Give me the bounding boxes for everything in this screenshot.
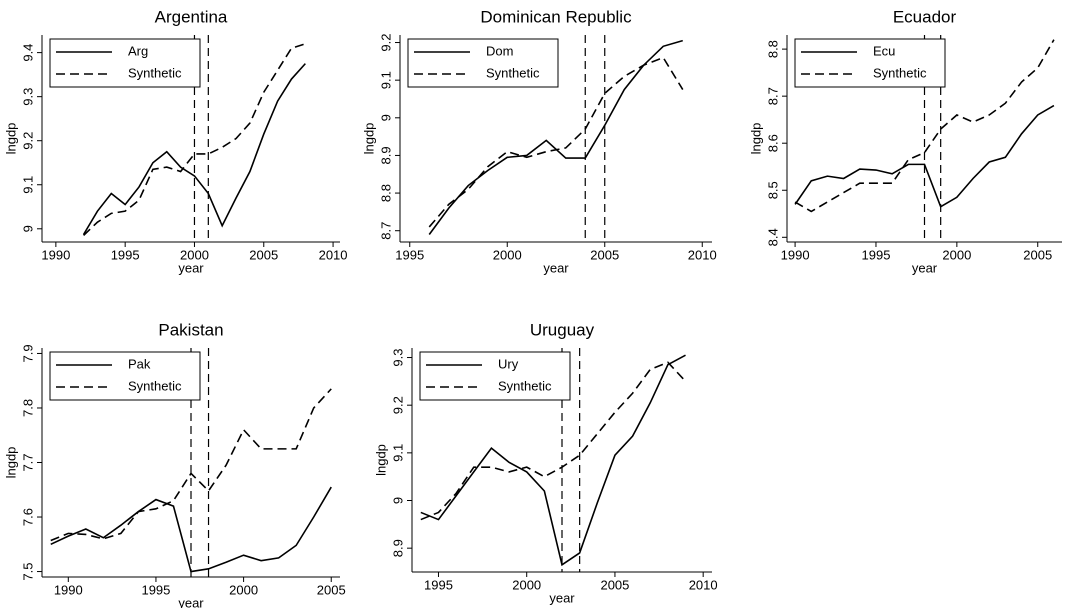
x-tick-label: 1995 — [395, 247, 424, 262]
x-tick-label: 1990 — [41, 247, 70, 262]
legend-box — [419, 351, 571, 401]
legend: Ecu Synthetic — [794, 38, 946, 88]
x-tick-label: 1995 — [111, 247, 140, 262]
y-axis-label: lngdp — [373, 444, 388, 476]
y-tick-label: 9.3 — [390, 348, 405, 366]
series-line — [50, 388, 332, 542]
chart-title: Pakistan — [158, 320, 223, 339]
y-tick-label: 9.1 — [20, 176, 35, 194]
chart-title: Argentina — [155, 7, 228, 26]
x-axis-label: year — [178, 595, 204, 608]
y-axis-label: lngdp — [3, 447, 18, 479]
x-tick-label: 1995 — [141, 582, 170, 597]
legend-label: Pak — [128, 356, 151, 371]
x-tick-label: 2000 — [942, 247, 971, 262]
chart-title: Ecuador — [893, 7, 957, 26]
chart-title: Dominican Republic — [480, 7, 632, 26]
legend-label: Dom — [486, 43, 513, 58]
x-tick-label: 1990 — [781, 247, 810, 262]
legend-label: Arg — [128, 43, 148, 58]
series-line — [50, 486, 332, 573]
y-tick-label: 8.5 — [765, 181, 780, 199]
y-tick-label: 8.9 — [378, 146, 393, 164]
y-tick-label: 8.9 — [390, 539, 405, 557]
x-axis-label: year — [912, 260, 938, 275]
legend: Ury Synthetic — [419, 351, 571, 401]
x-tick-label: 1995 — [862, 247, 891, 262]
x-tick-label: 2000 — [180, 247, 209, 262]
y-axis-label: lngdp — [361, 123, 376, 155]
legend-label: Synthetic — [873, 65, 927, 80]
y-tick-label: 9.4 — [20, 44, 35, 62]
y-tick-label: 9.1 — [378, 71, 393, 89]
y-tick-label: 9.1 — [390, 444, 405, 462]
x-tick-label: 2000 — [512, 577, 541, 592]
y-tick-label: 8.8 — [765, 40, 780, 58]
y-tick-label: 9 — [20, 225, 35, 232]
x-tick-label: 2005 — [1023, 247, 1052, 262]
x-tick-label: 2000 — [229, 582, 258, 597]
panel: Dominican Republic 8.7 8.8 8.9 9 9.1 9.2 1995 20… — [361, 7, 716, 275]
x-tick-label: 2010 — [319, 247, 348, 262]
series-line — [82, 63, 306, 235]
panel: Ecuador 8.4 8.5 8.6 8.7 8.8 1990 1995 2000 2005 ye… — [748, 7, 1062, 275]
series-line — [794, 104, 1055, 208]
x-axis-label: year — [178, 260, 204, 275]
legend-box — [49, 351, 201, 401]
x-tick-label: 2000 — [493, 247, 522, 262]
legend-box — [794, 38, 946, 88]
legend-label: Ecu — [873, 43, 895, 58]
series-line — [420, 354, 686, 567]
legend-box — [49, 38, 201, 88]
legend: Dom Synthetic — [407, 38, 559, 88]
y-tick-label: 8.8 — [378, 184, 393, 202]
y-tick-label: 8.7 — [378, 222, 393, 240]
y-tick-label: 9.2 — [378, 33, 393, 51]
x-axis-label: year — [549, 590, 575, 605]
legend-label: Ury — [498, 356, 519, 371]
series-line — [420, 361, 687, 521]
x-tick-label: 1990 — [54, 582, 83, 597]
legend-box — [407, 38, 559, 88]
y-tick-label: 7.6 — [20, 508, 35, 526]
y-tick-label: 7.8 — [20, 399, 35, 417]
y-tick-label: 7.9 — [20, 344, 35, 362]
y-tick-label: 9 — [378, 114, 393, 121]
legend-label: Synthetic — [128, 65, 182, 80]
y-tick-label: 9 — [390, 497, 405, 504]
y-tick-label: 8.6 — [765, 134, 780, 152]
series-line — [794, 39, 1055, 213]
x-tick-label: 2005 — [600, 577, 629, 592]
panel: Argentina 9 9.1 9.2 9.3 9.4 1990 1995 2000 2005 20… — [3, 7, 347, 275]
x-tick-label: 2005 — [249, 247, 278, 262]
chart-title: Uruguay — [530, 320, 595, 339]
legend-label: Synthetic — [128, 378, 182, 393]
legend-label: Synthetic — [498, 378, 552, 393]
y-tick-label: 8.4 — [765, 228, 780, 246]
y-axis-label: lngdp — [748, 123, 763, 155]
y-tick-label: 8.7 — [765, 87, 780, 105]
panel: Pakistan 7.5 7.6 7.7 7.8 7.9 1990 1995 2000 2005 y… — [3, 320, 345, 608]
legend-label: Synthetic — [486, 65, 540, 80]
y-tick-label: 9.3 — [20, 88, 35, 106]
legend: Pak Synthetic — [49, 351, 201, 401]
panel: Uruguay 8.9 9 9.1 9.2 9.3 1995 2000 2005 2010 year… — [373, 320, 717, 605]
y-tick-label: 9.2 — [20, 132, 35, 150]
x-tick-label: 1995 — [424, 577, 453, 592]
y-tick-label: 7.7 — [20, 453, 35, 471]
series-line — [83, 43, 306, 236]
y-tick-label: 7.5 — [20, 563, 35, 581]
legend: Arg Synthetic — [49, 38, 201, 88]
x-tick-label: 2005 — [317, 582, 346, 597]
x-tick-label: 2005 — [590, 247, 619, 262]
y-axis-label: lngdp — [3, 123, 18, 155]
y-tick-label: 9.2 — [390, 396, 405, 414]
x-tick-label: 2010 — [689, 577, 718, 592]
series-line — [428, 56, 684, 228]
x-tick-label: 2010 — [688, 247, 717, 262]
x-axis-label: year — [543, 260, 569, 275]
